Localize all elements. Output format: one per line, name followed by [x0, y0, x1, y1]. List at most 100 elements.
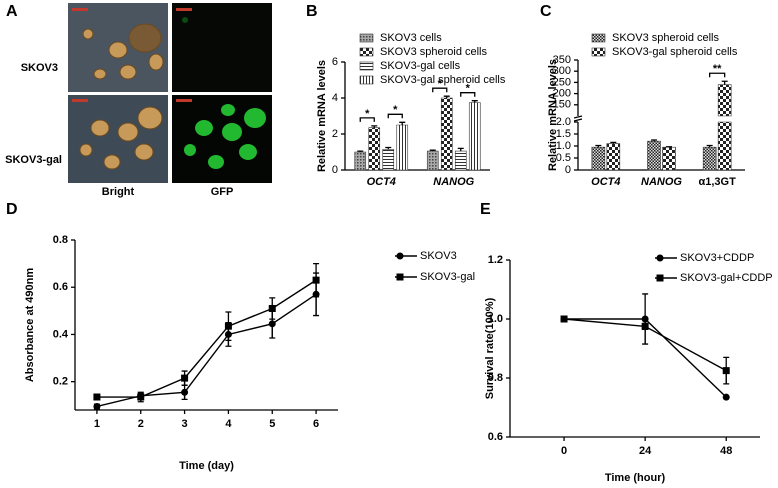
marker [656, 254, 664, 262]
x-tick-label: 1 [94, 418, 100, 430]
bar [354, 151, 367, 171]
legend-label: SKOV3 cells [380, 32, 442, 44]
y-tick-label: 300 [553, 65, 571, 77]
y-tick-label: 150 [553, 99, 571, 111]
error-bar [642, 319, 649, 345]
y-tick-label: 0.8 [488, 372, 503, 384]
y-tick-label: 350 [553, 54, 571, 66]
bar [717, 84, 732, 171]
marker [93, 393, 101, 401]
x-tick-label: OCT4 [591, 176, 620, 188]
y-tick-label: 0 [332, 164, 338, 176]
column-label: Bright [102, 186, 135, 198]
legend-label: SKOV3-gal+CDDP [680, 272, 773, 284]
x-tick-label: NANOG [433, 176, 474, 188]
error-bar [313, 294, 320, 317]
y-tick-label: 6 [332, 56, 338, 68]
x-axis-label: Time (hour) [605, 472, 666, 484]
bar [396, 124, 409, 171]
y-tick-label: 0.8 [53, 234, 68, 246]
bar [382, 149, 395, 171]
error-bar [457, 147, 464, 152]
bar [440, 97, 453, 171]
x-tick-label: 4 [225, 418, 232, 430]
y-axis-label: Survival rate(100%) [484, 297, 496, 399]
y-tick-label: 1.5 [556, 128, 571, 140]
error-bar [357, 150, 364, 152]
legend-label: SKOV3-gal spheroid cells [380, 74, 506, 86]
y-tick-label: 250 [553, 76, 571, 88]
x-tick-label: NANOG [641, 176, 682, 188]
legend-label: SKOV3 spheroid cells [612, 32, 719, 44]
y-tick-label: 0.6 [53, 281, 68, 293]
error-bar [721, 80, 728, 85]
y-tick-label: 2.0 [556, 116, 571, 128]
marker [396, 252, 404, 260]
significance-bracket [387, 113, 403, 119]
bar [702, 146, 717, 171]
error-bar [595, 144, 602, 148]
x-tick-label: 24 [639, 445, 652, 457]
marker [641, 322, 649, 330]
marker [268, 320, 276, 328]
legend-label: SKOV3-gal [420, 271, 475, 283]
x-tick-label: 5 [269, 418, 275, 430]
legend-swatch [359, 33, 374, 43]
error-bar [399, 121, 406, 125]
legend-label: SKOV3-gal spheroid cells [612, 46, 738, 58]
bar [468, 102, 481, 171]
significance-label: * [466, 83, 471, 95]
marker [181, 374, 189, 382]
column-label: GFP [211, 186, 234, 198]
x-tick-label: α1,3GT [698, 176, 736, 188]
panel-letter: C [540, 3, 552, 20]
y-tick-label: 2 [332, 128, 338, 140]
legend-swatch [591, 47, 606, 57]
bar [426, 150, 439, 171]
y-tick-label: 1.0 [556, 140, 571, 152]
error-bar [610, 141, 617, 144]
row-label: SKOV3 [21, 62, 58, 74]
error-bar [471, 100, 478, 103]
error-bar [443, 95, 450, 98]
error-bar [706, 144, 713, 148]
significance-bracket [432, 87, 448, 93]
marker [722, 367, 730, 375]
significance-label: ** [713, 63, 722, 75]
marker [93, 402, 101, 410]
legend-label: SKOV3 spheroid cells [380, 46, 487, 58]
y-tick-label: 1.2 [488, 254, 503, 266]
panel-letter: E [480, 201, 491, 218]
significance-label: * [393, 104, 398, 116]
significance-bracket [460, 92, 476, 97]
marker [722, 393, 730, 401]
axis-break [573, 115, 583, 122]
marker [224, 322, 232, 330]
marker [312, 276, 320, 284]
y-axis-label: Relative mRNA levels [547, 59, 559, 171]
legend-label: SKOV3 [420, 250, 457, 262]
y-tick-label: 4 [332, 92, 338, 104]
x-tick-label: 6 [313, 418, 319, 430]
y-tick-label: 0.4 [53, 328, 69, 340]
x-axis-label: Time (day) [179, 460, 234, 472]
significance-label: * [438, 78, 443, 90]
y-tick-label: 0.6 [488, 431, 503, 443]
micrographs [68, 3, 272, 183]
error-bar [385, 146, 392, 150]
marker [137, 393, 145, 401]
x-tick-label: 2 [138, 418, 144, 430]
x-tick-label: 0 [561, 445, 567, 457]
legend-label: SKOV3+CDDP [680, 252, 754, 264]
marker [656, 274, 664, 282]
legend-swatch [359, 47, 374, 57]
row-label: SKOV3-gal [5, 154, 62, 166]
legend-swatch [591, 33, 606, 43]
error-bar [651, 139, 657, 142]
y-axis-label: Relative mRNA levels [316, 60, 328, 172]
marker [181, 388, 189, 396]
x-tick-label: 48 [720, 445, 732, 457]
error-bar [371, 125, 378, 128]
marker [641, 315, 649, 323]
